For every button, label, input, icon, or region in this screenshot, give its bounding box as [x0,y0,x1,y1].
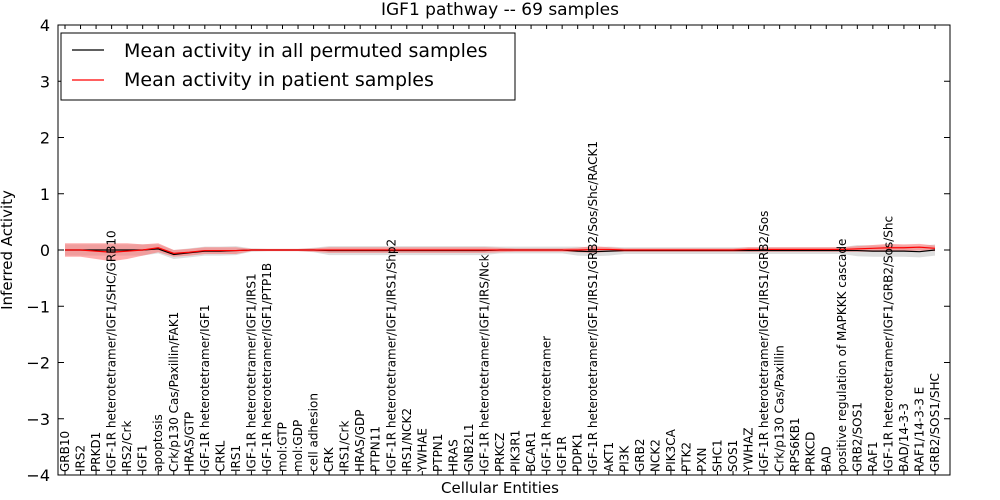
category-label: PIK3R1 [509,430,523,472]
category-label: PRKD1 [89,432,103,472]
confidence-bands [65,243,935,262]
patient-mean-line [65,246,936,254]
patient-band [65,243,935,262]
category-labels: GRB10 IRS2 PRKD1 IGF-1R heterotetramer/IGF1… [58,141,942,473]
category-label: GRB2 [633,438,647,472]
y-tick-label: 0 [40,241,50,260]
chart-title: IGF1 pathway -- 69 samples [381,0,619,20]
category-label: GRB10 [58,431,72,472]
category-label: RAF1/14-3-3 E [912,387,926,472]
category-label: IRS2/Crk [120,421,134,472]
category-label: IGF-1R heterotetramer/IGF1/IRS/Nck [477,254,491,472]
category-label: IGF-1R heterotetramer/IGF1/PTP1B [260,263,274,472]
category-label: PRKCZ [493,433,507,472]
category-label: mol:GTP [276,422,290,472]
legend-label-patient: Mean activity in patient samples [124,69,434,91]
category-label: PRKCD [804,432,818,472]
category-label: SHC1 [711,439,725,472]
category-label: PXN [695,448,709,472]
category-label: Crk/p130 Cas/Paxillin [773,345,787,472]
category-label: BAD [819,446,833,472]
y-tick-label: −1 [26,297,50,316]
category-label: BAD/14-3-3 [897,403,911,472]
category-label: RAF1 [866,441,880,472]
x-axis-title: Cellular Entities [441,479,559,497]
category-label: apoptosis [151,414,165,472]
category-label: YWHAZ [742,427,756,473]
legend: Mean activity in all permuted samples Me… [60,32,516,101]
category-label: IGF1R [555,436,569,472]
category-label: IRS1/Crk [338,421,352,472]
category-label: HRAS [446,439,460,472]
y-tick-label: 1 [40,185,50,204]
category-label: GRB2/SOS1 [850,402,864,472]
category-label: RPS6KB1 [788,417,802,472]
category-label: positive regulation of MAPKKK cascade [835,239,849,472]
y-tick-label: −4 [26,466,50,485]
category-label: IGF-1R heterotetramer/IGF1/SHC/GRB10 [105,230,119,472]
category-label: PTK2 [679,442,693,472]
y-tick-label: 4 [40,16,50,35]
category-label: PDPK1 [571,433,585,472]
category-label: mol:GDP [291,420,305,472]
category-label: IRS2 [74,445,88,472]
y-tick-label: 2 [40,129,50,148]
category-label: IRS1 [229,445,243,472]
category-label: IGF-1R heterotetramer/IGF1/IRS1 [244,273,258,472]
category-label: IGF-1R heterotetramer/IGF1 [198,305,212,472]
category-label: HRAS/GTP [182,412,196,472]
category-label: GNB2L1 [462,424,476,472]
category-label: CRK [322,446,336,472]
y-axis-ticks: −4 −3 −2 −1 0 1 2 3 4 [26,16,950,485]
category-label: NCK2 [648,439,662,472]
y-tick-label: −3 [26,410,50,429]
category-label: cell adhesion [307,393,321,472]
category-label: PIK3CA [664,428,678,472]
x-axis-ticks [64,25,936,475]
category-label: PTPN1 [431,434,445,472]
category-label: IGF1 [136,445,150,472]
category-label: AKT1 [602,442,616,472]
category-label: BCAR1 [524,431,538,472]
legend-box [60,32,516,101]
category-label: PTPN11 [369,426,383,472]
plot-frame [57,24,951,476]
category-label: GRB2/SOS1/SHC [928,373,942,472]
category-label: PI3K [617,445,631,472]
category-label: IRS1/NCK2 [400,408,414,472]
y-axis-title: Inferred Activity [0,190,16,310]
category-label: IGF-1R heterotetramer/IGF1/IRS1/GRB2/Sos [757,211,771,472]
legend-label-permuted: Mean activity in all permuted samples [124,40,487,62]
series-lines [65,246,936,256]
y-tick-label: 3 [40,72,50,91]
category-label: YWHAE [415,428,429,473]
category-label: SOS1 [726,440,740,472]
category-label: IGF-1R heterotetramer [540,336,554,472]
category-label: Crk/p130 Cas/Paxillin/FAK1 [167,312,181,472]
category-label: IGF-1R heterotetramer/IGF1/IRS1/Shp2 [384,239,398,472]
y-tick-label: −2 [26,354,50,373]
category-label: IGF-1R heterotetramer/IGF1/IRS1/GRB2/Sos… [586,141,600,472]
category-label: IGF-1R heterotetramer/IGF1/GRB2/Sos/Shc [881,216,895,472]
category-label: CRKL [213,440,227,472]
category-label: HRAS/GDP [353,409,367,472]
